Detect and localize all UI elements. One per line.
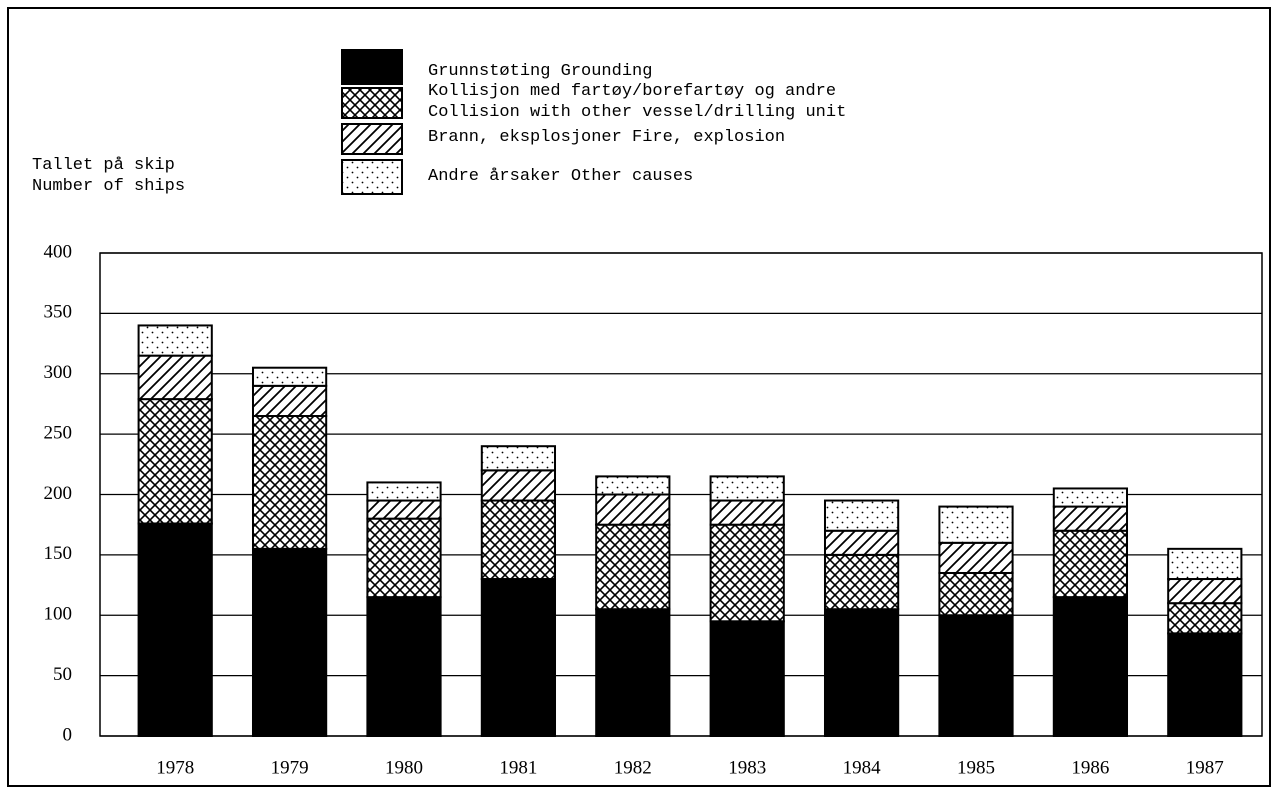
bar-segment (938, 541, 1014, 574)
y-tick-label: 100 (44, 604, 73, 625)
bar-segment (938, 571, 1014, 617)
bar-segment (1167, 547, 1243, 581)
y-tick-label: 200 (44, 483, 73, 504)
bar-segment (1052, 505, 1129, 532)
bar-segment (1052, 596, 1129, 738)
bar-segment (480, 445, 557, 472)
bar-segment (251, 415, 328, 550)
bar-segment (709, 499, 785, 526)
bar-segment (480, 499, 557, 581)
bar-segment (709, 620, 785, 737)
bar-segment (595, 493, 671, 526)
bar-segment (938, 614, 1014, 737)
bar-segment (595, 608, 671, 738)
bar-segment (595, 475, 671, 496)
legend-label: Andre årsaker Other causes (428, 167, 694, 186)
bar-segment (1167, 602, 1243, 635)
bar-segment (823, 529, 900, 556)
bar-segment (1052, 487, 1129, 508)
x-tick-label: 1985 (957, 757, 995, 778)
bar-segment (137, 398, 213, 525)
bar-segment (366, 517, 442, 599)
x-tick-label: 1984 (843, 757, 882, 778)
legend-swatch (341, 159, 403, 195)
x-tick-label: 1981 (499, 757, 537, 778)
legend-swatch (341, 123, 403, 155)
bar-segment (366, 481, 442, 502)
y-tick-label: 150 (44, 543, 73, 564)
x-tick-label: 1982 (614, 757, 652, 778)
bar-segment (137, 522, 213, 737)
bar-segment (1052, 529, 1129, 599)
bar-segment (823, 553, 900, 611)
bar-segment (137, 324, 213, 357)
legend-label: Grunnstøting Grounding (428, 62, 653, 81)
y-tick-label: 50 (53, 664, 72, 685)
bar-segment (709, 475, 785, 502)
bar-segment (938, 505, 1014, 544)
x-tick-label: 1979 (271, 757, 309, 778)
bar-segment (595, 523, 671, 611)
bar-segment (251, 384, 328, 418)
x-tick-label: 1983 (728, 757, 766, 778)
legend-swatch (341, 49, 403, 85)
bar-segment (251, 547, 328, 738)
bar-segment (366, 499, 442, 520)
frame (7, 7, 1271, 787)
y-tick-label: 400 (44, 241, 73, 262)
y-tick-label: 0 (63, 724, 73, 745)
bar-segment (1167, 632, 1243, 737)
x-tick-label: 1986 (1071, 757, 1109, 778)
bar-segment (137, 354, 213, 401)
y-axis-label: Tallet på skip Number of ships (32, 156, 186, 196)
x-tick-label: 1978 (156, 757, 194, 778)
bar-segment (823, 608, 900, 738)
legend-label: Brann, eksplosjoner Fire, explosion (428, 128, 786, 147)
y-tick-label: 350 (44, 302, 73, 323)
bar-segment (1167, 578, 1243, 605)
y-tick-label: 300 (44, 362, 73, 383)
bar-segment (480, 578, 557, 738)
bar-segment (823, 499, 900, 532)
legend-swatch (341, 87, 403, 119)
bar-segment (366, 596, 442, 738)
bar-segment (709, 523, 785, 623)
bar-segment (251, 366, 328, 387)
legend-label: Kollisjon med fartøy/borefartøy og andre… (428, 82, 847, 122)
x-tick-label: 1980 (385, 757, 423, 778)
x-tick-label: 1987 (1186, 757, 1224, 778)
bar-segment (480, 469, 557, 502)
y-tick-label: 250 (44, 422, 73, 443)
